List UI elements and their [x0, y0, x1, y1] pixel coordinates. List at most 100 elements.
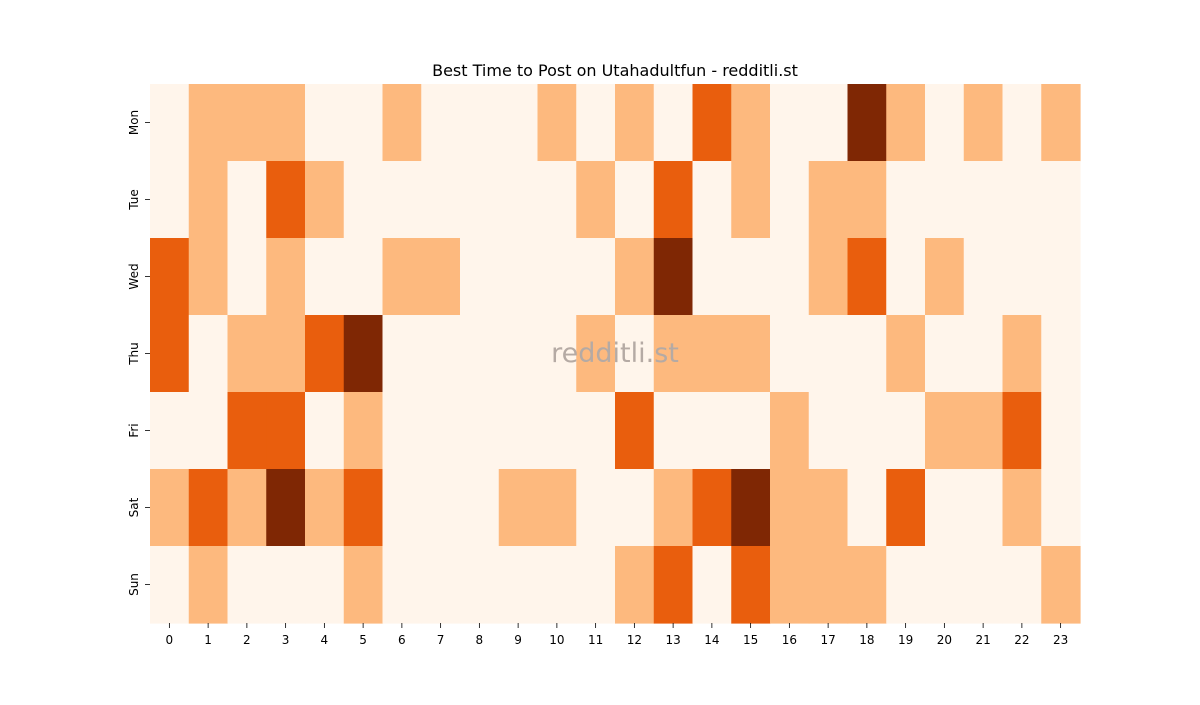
heatmap-cell-sat-23 — [1041, 469, 1081, 547]
heatmap-cell-wed-22 — [1002, 238, 1042, 316]
heatmap-cell-fri-14 — [692, 392, 732, 470]
heatmap-cell-mon-13 — [653, 84, 694, 162]
x-tick-label-3: 3 — [282, 633, 290, 647]
heatmap-cell-sat-16 — [770, 469, 810, 547]
heatmap-cell-wed-18 — [847, 238, 887, 316]
x-tick-label-6: 6 — [398, 633, 406, 647]
heatmap-cell-fri-2 — [227, 392, 267, 470]
y-tick-label-wed: Wed — [127, 263, 141, 289]
heatmap-cell-sun-23 — [1041, 546, 1081, 624]
x-tick-label-21: 21 — [975, 633, 990, 647]
heatmap-cell-sat-8 — [460, 469, 500, 547]
x-tick-label-20: 20 — [937, 633, 952, 647]
x-tick-label-5: 5 — [359, 633, 367, 647]
heatmap-cell-fri-13 — [653, 392, 694, 470]
heatmap-cell-sun-1 — [188, 546, 229, 624]
heatmap-cell-sat-4 — [305, 469, 345, 547]
heatmap-cell-wed-13 — [653, 238, 694, 316]
x-tick-label-9: 9 — [514, 633, 522, 647]
heatmap-cell-tue-9 — [498, 161, 539, 239]
heatmap-cell-wed-19 — [886, 238, 926, 316]
heatmap-cell-sat-11 — [576, 469, 616, 547]
heatmap-cell-mon-20 — [925, 84, 965, 162]
heatmap-cell-thu-15 — [731, 315, 771, 393]
heatmap-cell-sun-16 — [770, 546, 810, 624]
x-axis: 0 1 2 3 4 5 6 7 8 9 10 11 12 13 14 15 16 17 18 19 20 21 22 23 — [166, 623, 1068, 647]
x-tick-label-4: 4 — [321, 633, 329, 647]
heatmap-cell-fri-3 — [266, 392, 306, 470]
heatmap-cell-fri-17 — [808, 392, 849, 470]
heatmap-cell-thu-18 — [847, 315, 887, 393]
heatmap-cell-thu-20 — [925, 315, 965, 393]
heatmap-cell-sun-4 — [305, 546, 345, 624]
heatmap-cell-mon-3 — [266, 84, 306, 162]
heatmap-cell-fri-22 — [1002, 392, 1042, 470]
heatmap-cell-thu-8 — [460, 315, 500, 393]
y-tick-label-mon: Mon — [127, 110, 141, 135]
heatmap-cell-mon-0 — [150, 84, 190, 162]
heatmap-cell-wed-0 — [150, 238, 190, 316]
x-tick-label-18: 18 — [859, 633, 874, 647]
heatmap-cell-sat-1 — [188, 469, 229, 547]
heatmap-cell-sat-7 — [421, 469, 461, 547]
heatmap-cell-wed-17 — [808, 238, 849, 316]
heatmap-cell-tue-15 — [731, 161, 771, 239]
x-tick-label-16: 16 — [782, 633, 797, 647]
heatmap-cell-sat-14 — [692, 469, 732, 547]
chart-title: Best Time to Post on Utahadultfun - redd… — [432, 61, 798, 80]
heatmap-cell-wed-12 — [615, 238, 655, 316]
heatmap-cell-fri-9 — [498, 392, 539, 470]
heatmap-cell-sun-17 — [808, 546, 849, 624]
heatmap-cell-mon-9 — [498, 84, 539, 162]
heatmap-cell-fri-10 — [537, 392, 577, 470]
heatmap-cell-wed-3 — [266, 238, 306, 316]
x-tick-label-2: 2 — [243, 633, 251, 647]
heatmap-cell-sun-21 — [963, 546, 1004, 624]
heatmap-cell-sun-5 — [343, 546, 384, 624]
heatmap-cell-mon-5 — [343, 84, 384, 162]
heatmap-cell-sat-6 — [382, 469, 422, 547]
heatmap-cell-fri-7 — [421, 392, 461, 470]
heatmap-cell-sat-13 — [653, 469, 694, 547]
heatmap-cell-wed-23 — [1041, 238, 1081, 316]
x-tick-label-10: 10 — [549, 633, 564, 647]
x-tick-label-22: 22 — [1014, 633, 1029, 647]
heatmap-cell-fri-1 — [188, 392, 229, 470]
heatmap-cell-sat-9 — [498, 469, 539, 547]
x-tick-label-8: 8 — [476, 633, 484, 647]
heatmap-cell-sun-19 — [886, 546, 926, 624]
heatmap-cells — [150, 84, 1081, 624]
heatmap-cell-fri-8 — [460, 392, 500, 470]
heatmap-cell-wed-20 — [925, 238, 965, 316]
heatmap-cell-tue-3 — [266, 161, 306, 239]
heatmap-cell-fri-15 — [731, 392, 771, 470]
heatmap-cell-thu-13 — [653, 315, 694, 393]
heatmap-cell-thu-1 — [188, 315, 229, 393]
heatmap-cell-sat-19 — [886, 469, 926, 547]
x-tick-label-7: 7 — [437, 633, 445, 647]
heatmap-cell-sun-3 — [266, 546, 306, 624]
heatmap-cell-fri-21 — [963, 392, 1004, 470]
heatmap-cell-mon-15 — [731, 84, 771, 162]
heatmap-cell-sun-18 — [847, 546, 887, 624]
heatmap-cell-mon-2 — [227, 84, 267, 162]
heatmap-cell-wed-7 — [421, 238, 461, 316]
heatmap-cell-tue-13 — [653, 161, 694, 239]
heatmap-cell-mon-10 — [537, 84, 577, 162]
heatmap-cell-mon-1 — [188, 84, 229, 162]
heatmap-cell-mon-22 — [1002, 84, 1042, 162]
heatmap-cell-wed-9 — [498, 238, 539, 316]
x-tick-label-14: 14 — [704, 633, 719, 647]
heatmap-cell-mon-18 — [847, 84, 887, 162]
heatmap-cell-tue-12 — [615, 161, 655, 239]
heatmap-cell-sat-20 — [925, 469, 965, 547]
heatmap-cell-thu-16 — [770, 315, 810, 393]
heatmap-cell-fri-0 — [150, 392, 190, 470]
heatmap-cell-tue-1 — [188, 161, 229, 239]
heatmap-cell-sat-2 — [227, 469, 267, 547]
heatmap-cell-wed-16 — [770, 238, 810, 316]
heatmap-cell-thu-9 — [498, 315, 539, 393]
heatmap-cell-thu-4 — [305, 315, 345, 393]
heatmap-cell-fri-20 — [925, 392, 965, 470]
x-tick-label-17: 17 — [820, 633, 835, 647]
